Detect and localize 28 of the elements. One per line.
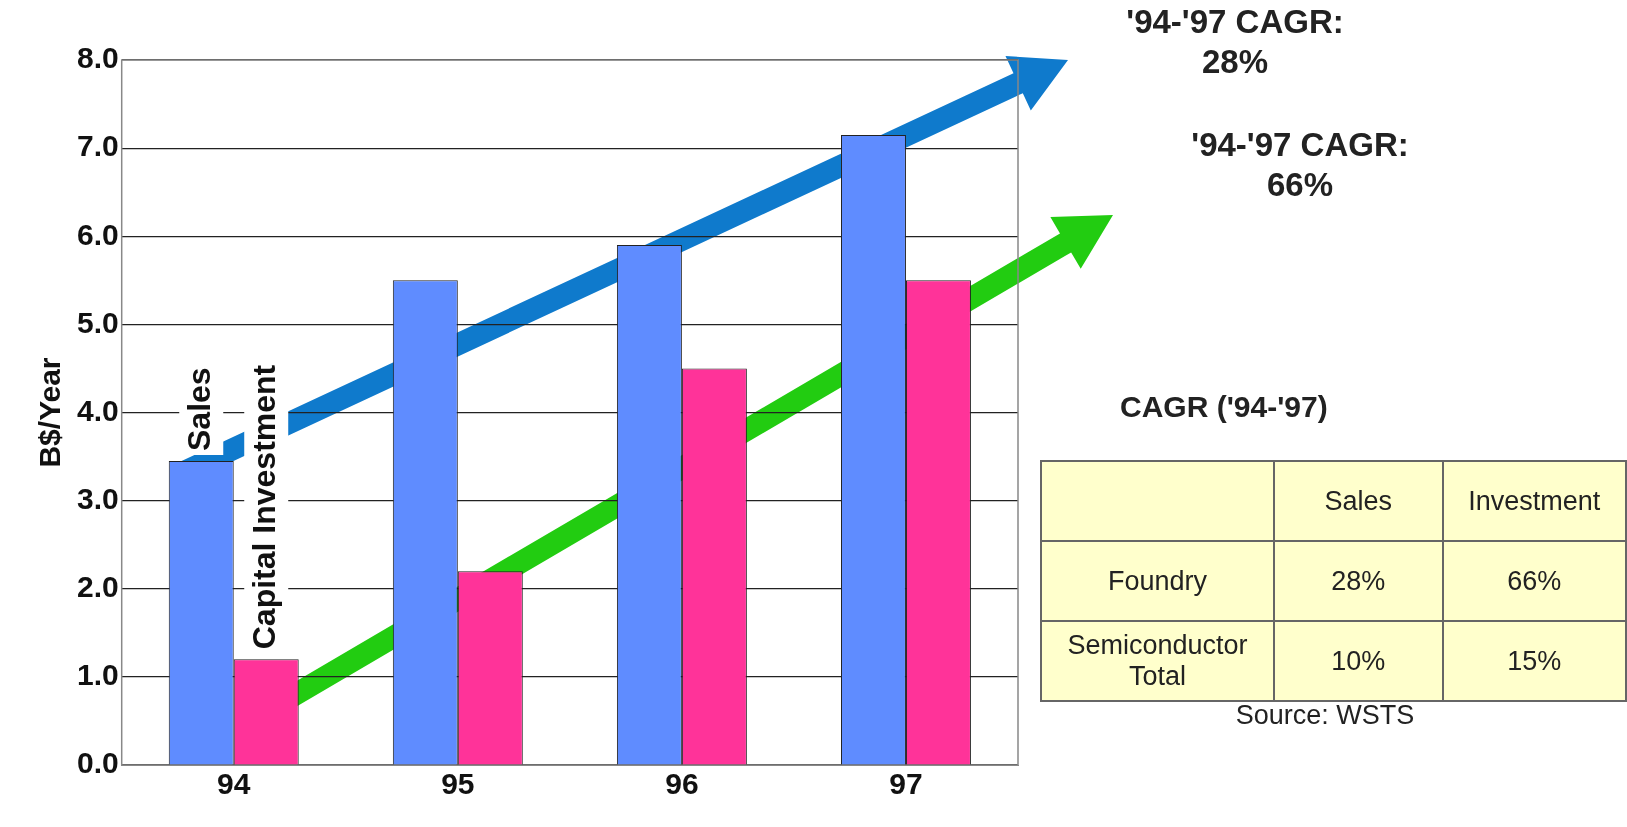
text: CAGR ('94-'97) <box>1120 390 1328 424</box>
text: 15% <box>1442 621 1626 701</box>
x-tick-label: 96 <box>665 767 699 801</box>
text: Sales <box>181 367 218 451</box>
y-tick-label: 2.0 <box>76 570 119 604</box>
y-tick-label: 3.0 <box>76 481 119 515</box>
x-tick-label: 95 <box>441 767 475 801</box>
y-tick-label: 1.0 <box>76 658 119 692</box>
text: Capital Investment <box>246 364 283 650</box>
y-tick-label: 0.0 <box>76 746 119 780</box>
y-tick-label: 6.0 <box>76 217 119 251</box>
x-tick-label: 97 <box>889 767 923 801</box>
y-tick-label: 5.0 <box>76 305 119 339</box>
text: Investment <box>1442 461 1626 541</box>
y-tick-label: 7.0 <box>76 129 119 163</box>
y-tick-label: 4.0 <box>76 393 119 427</box>
source-note: Source: WSTS <box>1234 700 1416 731</box>
text: 28% <box>1273 541 1443 621</box>
text: 66% <box>1442 541 1626 621</box>
text: '94-'97 CAGR: 66% <box>1190 125 1410 205</box>
y-axis-title: B$/Year <box>33 357 67 468</box>
text: '94-'97 CAGR: 28% <box>1125 2 1345 82</box>
text: Foundry <box>1041 541 1274 621</box>
y-tick-label: 8.0 <box>76 41 119 75</box>
x-tick-label: 94 <box>217 767 251 801</box>
text: 10% <box>1273 621 1443 701</box>
text: Semiconductor Total <box>1041 621 1274 701</box>
text: Sales <box>1273 461 1443 541</box>
